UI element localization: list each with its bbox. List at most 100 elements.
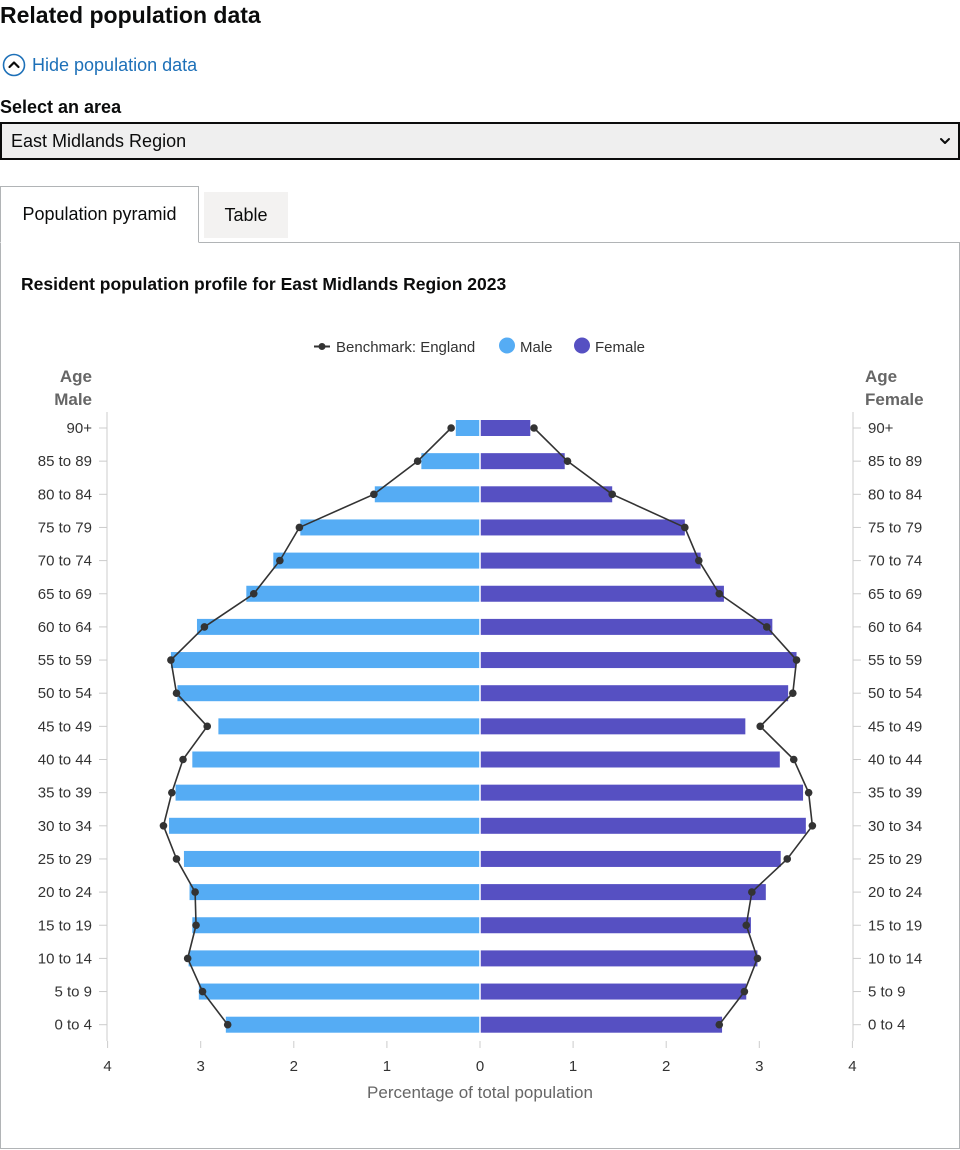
right-age-label: 0 to 4 <box>868 1017 906 1034</box>
benchmark-point-male <box>200 623 209 631</box>
legend-item-benchmark[interactable]: Benchmark: England <box>314 339 475 356</box>
right-age-label: 20 to 24 <box>868 884 922 901</box>
benchmark-point-female <box>715 589 724 598</box>
hide-population-data-toggle[interactable]: Hide population data <box>2 53 197 77</box>
legend-item-female[interactable]: Female <box>574 337 645 357</box>
x-tick-label: 4 <box>848 1058 856 1075</box>
left-age-label: 15 to 19 <box>38 917 92 934</box>
benchmark-point-male <box>179 755 187 764</box>
benchmark-point-female <box>804 788 813 797</box>
benchmark-point-male <box>223 1020 232 1029</box>
female-bar <box>480 519 685 536</box>
benchmark-point-male <box>249 589 258 598</box>
benchmark-point-female <box>762 623 771 631</box>
legend-female-marker <box>574 337 590 354</box>
left-age-label: 50 to 54 <box>38 685 92 702</box>
left-age-label: 20 to 24 <box>38 884 92 901</box>
female-bar <box>480 1016 723 1033</box>
right-age-label: 10 to 14 <box>868 950 922 967</box>
male-bar <box>183 850 480 867</box>
benchmark-point-male <box>295 523 304 532</box>
male-bar <box>198 983 480 1000</box>
benchmark-point-male <box>276 556 284 565</box>
right-age-label: 35 to 39 <box>868 785 922 802</box>
left-age-label: 30 to 34 <box>38 818 92 835</box>
benchmark-point-male <box>191 888 199 896</box>
benchmark-point-male <box>370 490 378 499</box>
benchmark-point-female <box>789 755 798 764</box>
left-age-label: 35 to 39 <box>38 785 92 802</box>
chevron-up-circle-icon <box>2 53 26 77</box>
area-select-value: East Midlands Region <box>11 130 187 151</box>
legend-benchmark-marker <box>318 343 326 350</box>
right-age-label: 15 to 19 <box>868 917 922 934</box>
male-bar <box>196 618 480 635</box>
male-bar <box>192 917 481 934</box>
legend-item-male[interactable]: Male <box>499 337 553 357</box>
chevron-down-icon <box>940 138 950 144</box>
female-bar <box>480 585 724 602</box>
benchmark-point-male <box>168 788 176 797</box>
x-tick-label: 4 <box>103 1058 111 1075</box>
benchmark-point-female <box>742 921 751 930</box>
male-bar <box>188 950 481 967</box>
benchmark-point-female <box>753 954 762 963</box>
left-age-label: 85 to 89 <box>38 453 92 470</box>
female-bar <box>480 850 781 867</box>
left-age-label: 65 to 69 <box>38 586 92 603</box>
female-bar <box>480 784 804 801</box>
benchmark-point-male <box>167 656 175 664</box>
section-heading: Related population data <box>0 2 261 28</box>
benchmark-point-male <box>172 855 181 863</box>
female-bar <box>480 420 531 436</box>
benchmark-point-male <box>413 457 422 465</box>
x-tick-label: 2 <box>290 1058 298 1075</box>
benchmark-point-female <box>783 855 792 863</box>
right-axis-header-sex: Female <box>865 390 924 409</box>
chart-title: Resident population profile for East Mid… <box>21 274 507 294</box>
left-age-label: 90+ <box>67 420 93 437</box>
right-age-label: 45 to 49 <box>868 718 922 735</box>
x-tick-label: 2 <box>662 1058 670 1075</box>
male-bar <box>177 685 481 702</box>
right-age-label: 75 to 79 <box>868 519 922 536</box>
male-bar <box>273 552 480 569</box>
right-age-label: 40 to 44 <box>868 752 922 769</box>
area-select[interactable]: East Midlands Region <box>0 122 960 160</box>
female-bar <box>480 552 701 569</box>
legend-label-benchmark: Benchmark: England <box>336 339 475 356</box>
tab-population-pyramid[interactable]: Population pyramid <box>0 186 199 243</box>
female-bar <box>480 685 789 702</box>
tab-table[interactable]: Table <box>204 192 288 238</box>
legend-male-marker <box>499 337 515 354</box>
right-age-label: 90+ <box>868 420 894 437</box>
legend-label-male: Male <box>520 339 553 356</box>
male-bar <box>421 453 480 470</box>
benchmark-point-female <box>756 722 765 731</box>
x-axis-label: Percentage of total population <box>367 1083 593 1102</box>
female-bar <box>480 652 797 669</box>
benchmark-point-female <box>681 523 689 532</box>
benchmark-point-female <box>530 424 538 432</box>
benchmark-point-male <box>172 689 181 697</box>
male-bar <box>169 817 480 834</box>
right-age-label: 85 to 89 <box>868 453 922 470</box>
left-axis-header-sex: Male <box>54 390 92 409</box>
benchmark-point-female <box>715 1020 724 1029</box>
left-age-label: 60 to 64 <box>38 619 92 636</box>
left-age-label: 55 to 59 <box>38 652 92 669</box>
female-bar <box>480 751 780 768</box>
benchmark-point-male <box>192 921 200 930</box>
male-bar <box>218 718 480 735</box>
right-age-label: 50 to 54 <box>868 685 922 702</box>
male-bar <box>300 519 480 536</box>
toggle-label: Hide population data <box>32 54 198 75</box>
benchmark-point-female <box>808 822 817 830</box>
left-age-label: 80 to 84 <box>38 486 92 503</box>
x-tick-label: 3 <box>197 1058 205 1075</box>
benchmark-point-female <box>740 987 749 996</box>
right-age-label: 25 to 29 <box>868 851 922 868</box>
area-select-label: Select an area <box>0 97 122 117</box>
female-bar <box>480 618 773 635</box>
left-age-label: 45 to 49 <box>38 718 92 735</box>
